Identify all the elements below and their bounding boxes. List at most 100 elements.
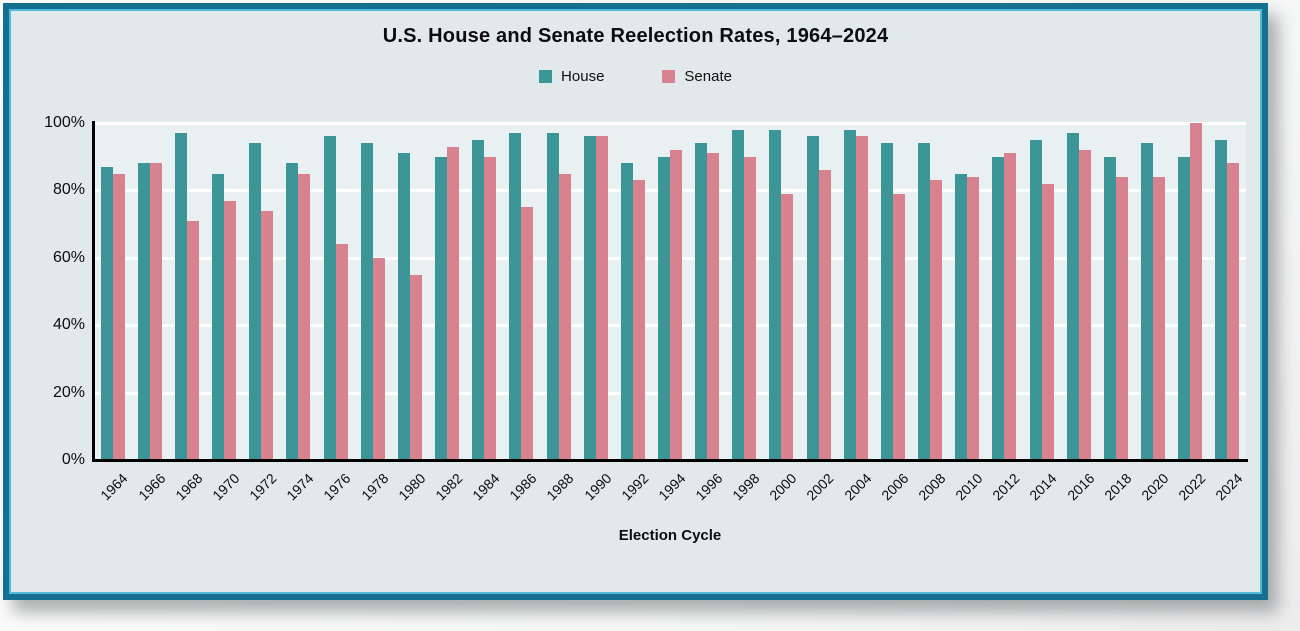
x-tick-label-1974: 1974 [283, 470, 317, 504]
bar-house-2002 [806, 136, 819, 460]
bar-senate-1970 [224, 200, 237, 460]
senate-swatch-icon [662, 70, 676, 83]
y-tick-label-60: 60% [52, 248, 85, 266]
bar-senate-1972 [261, 210, 274, 460]
x-tick-label-2002: 2002 [803, 470, 837, 504]
bar-house-1972 [249, 143, 262, 460]
bar-house-2000 [769, 129, 782, 460]
x-tick-label-1970: 1970 [209, 470, 243, 504]
x-tick-label-2018: 2018 [1100, 470, 1135, 504]
bar-house-1996 [695, 143, 708, 460]
x-tick-label-2020: 2020 [1138, 470, 1172, 504]
y-tick-label-80: 80% [52, 181, 85, 199]
bar-house-2006 [880, 143, 893, 460]
y-tick-label-40: 40% [52, 316, 85, 334]
bar-senate-1984 [484, 156, 497, 460]
bar-house-2004 [843, 129, 856, 460]
x-tick-label-1990: 1990 [580, 470, 614, 504]
bar-house-1990 [583, 136, 596, 460]
bar-house-1980 [397, 153, 410, 460]
x-tick-label-2006: 2006 [877, 470, 912, 504]
bar-senate-1992 [632, 180, 645, 460]
bar-house-1966 [137, 163, 150, 460]
bar-senate-1988 [558, 173, 571, 460]
x-axis-title: Election Cycle [618, 527, 722, 544]
bar-house-1998 [732, 129, 745, 460]
bar-senate-1968 [186, 220, 199, 460]
bar-senate-2016 [1078, 149, 1091, 460]
chart-card: U.S. House and Senate Reelection Rates, … [3, 3, 1268, 600]
legend: House Senate [9, 68, 1262, 85]
bar-senate-1976 [335, 244, 348, 460]
x-tick-label-1984: 1984 [469, 470, 503, 504]
y-tick-label-0: 0% [61, 451, 85, 468]
bar-house-1982 [435, 156, 448, 460]
x-axis-line [92, 459, 1248, 462]
legend-item-house: House [539, 68, 604, 85]
bar-senate-2002 [818, 170, 831, 460]
x-tick-label-1978: 1978 [357, 470, 392, 504]
legend-label-senate: Senate [684, 68, 732, 85]
x-tick-label-1964: 1964 [97, 470, 131, 504]
x-tick-label-1972: 1972 [246, 470, 280, 504]
bar-senate-2004 [855, 136, 868, 460]
x-tick-label-1966: 1966 [134, 470, 169, 504]
legend-label-house: House [561, 68, 605, 85]
bar-senate-2014 [1041, 183, 1054, 460]
gridline-100 [94, 122, 1246, 125]
bar-house-1970 [212, 173, 225, 460]
x-tick-label-1980: 1980 [394, 470, 429, 504]
bar-house-1978 [360, 143, 373, 460]
bar-senate-2020 [1153, 176, 1166, 460]
bar-house-2016 [1066, 133, 1079, 460]
legend-item-senate: Senate [662, 68, 732, 85]
bar-senate-1998 [744, 156, 757, 460]
x-tick-label-2016: 2016 [1063, 470, 1098, 504]
bar-house-1994 [658, 156, 670, 460]
bar-senate-2006 [892, 193, 905, 460]
bar-house-2018 [1103, 156, 1116, 460]
bar-senate-2008 [930, 180, 943, 460]
y-tick-label-100: 100% [44, 114, 85, 131]
bar-house-2014 [1029, 139, 1042, 460]
house-swatch-icon [539, 70, 553, 83]
bar-house-1986 [509, 133, 522, 460]
plot-area [94, 122, 1246, 460]
bar-senate-1978 [372, 257, 385, 460]
x-tick-label-2014: 2014 [1026, 470, 1060, 504]
x-tick-label-1968: 1968 [171, 470, 206, 504]
bar-house-1976 [323, 136, 336, 460]
bar-senate-1974 [298, 173, 311, 460]
x-tick-label-1988: 1988 [543, 470, 577, 504]
bar-senate-1982 [447, 146, 460, 460]
x-tick-label-1982: 1982 [432, 470, 466, 504]
x-tick-label-2024: 2024 [1212, 470, 1246, 504]
bar-senate-1990 [595, 136, 608, 460]
bar-house-2024 [1215, 139, 1228, 460]
bar-house-2008 [918, 143, 931, 460]
bar-senate-1966 [149, 163, 162, 460]
x-tick-label-2000: 2000 [766, 470, 800, 504]
bar-house-1974 [286, 163, 299, 460]
bar-house-2020 [1141, 143, 1154, 460]
bar-senate-1980 [409, 274, 422, 460]
chart-title: U.S. House and Senate Reelection Rates, … [382, 25, 889, 47]
bar-house-2010 [955, 173, 968, 460]
plot-wrap: 0% 20% 40% 60% 80% 100% 1964 1966 1968 1970 1972 1… [9, 9, 1262, 594]
bar-house-1984 [472, 139, 485, 460]
bar-house-2022 [1178, 156, 1191, 460]
bar-house-1968 [174, 133, 187, 460]
x-tick-label-1992: 1992 [617, 470, 652, 504]
bar-senate-1964 [112, 173, 125, 460]
bar-house-1964 [100, 166, 113, 460]
bar-house-2012 [992, 156, 1005, 460]
bar-house-1992 [620, 163, 633, 460]
bar-senate-1996 [707, 153, 720, 460]
x-tick-label-2008: 2008 [915, 470, 949, 504]
x-tick-label-2012: 2012 [989, 470, 1023, 504]
x-tick-label-1976: 1976 [320, 470, 354, 504]
bar-senate-2010 [967, 176, 980, 460]
bar-senate-2018 [1115, 176, 1128, 460]
bar-senate-2000 [781, 193, 794, 460]
bar-senate-1994 [670, 149, 682, 460]
